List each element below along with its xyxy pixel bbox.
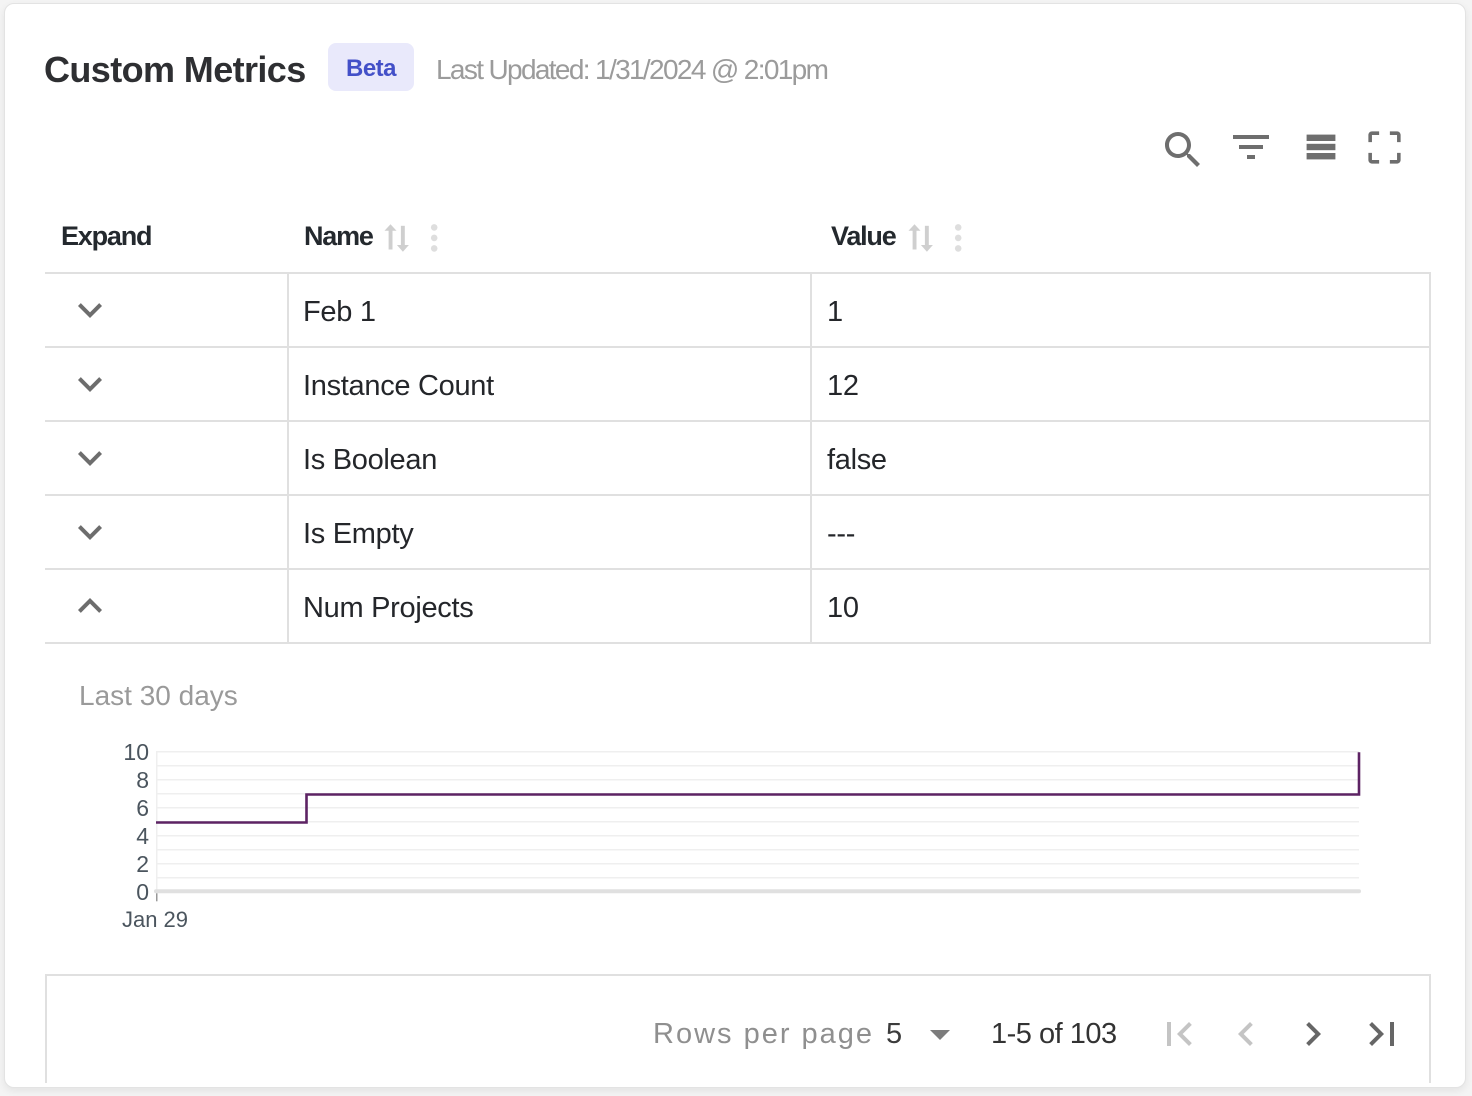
svg-text:10: 10 bbox=[123, 739, 149, 765]
svg-text:0: 0 bbox=[136, 879, 149, 905]
svg-text:8: 8 bbox=[136, 767, 149, 793]
svg-text:Jan 29: Jan 29 bbox=[122, 907, 188, 932]
svg-text:6: 6 bbox=[136, 795, 149, 821]
svg-text:2: 2 bbox=[136, 851, 149, 877]
svg-text:4: 4 bbox=[136, 823, 149, 849]
